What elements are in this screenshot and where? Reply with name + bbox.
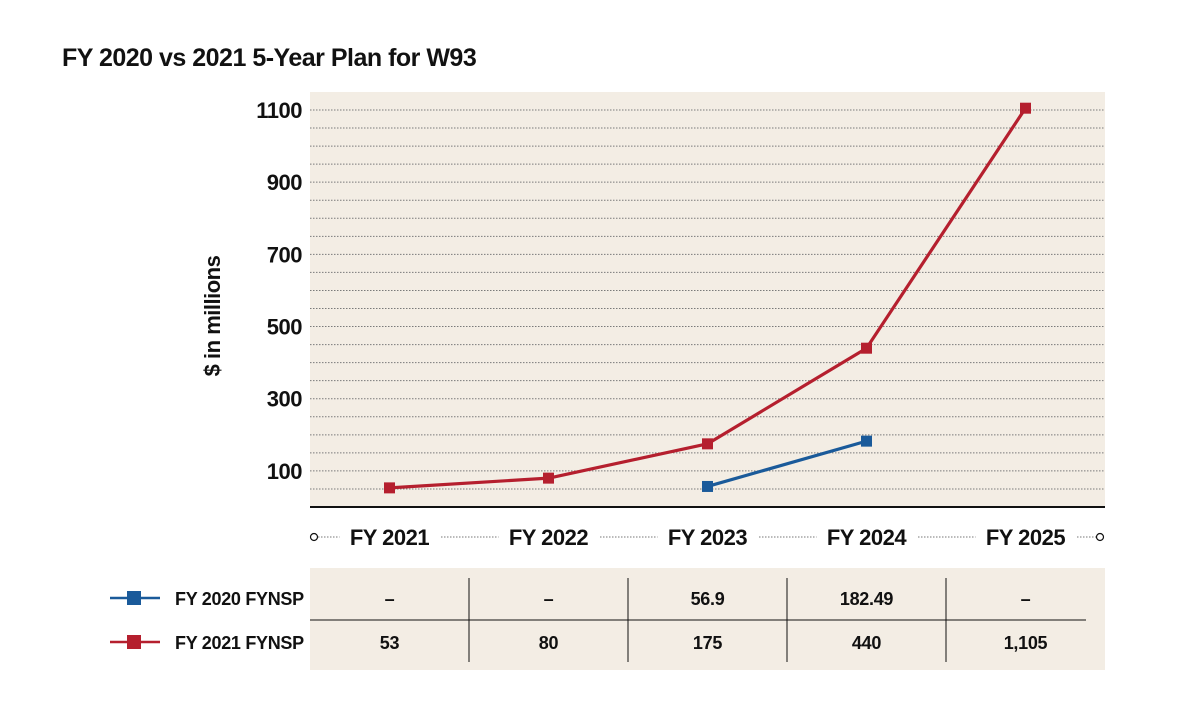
category-label: FY 2021 [350, 525, 430, 550]
data-point [1020, 102, 1031, 114]
chart-title: FY 2020 vs 2021 5-Year Plan for W93 [62, 44, 477, 72]
table-cell-value: – [544, 589, 554, 609]
legend-label: FY 2020 FYNSP [175, 589, 304, 609]
legend-label: FY 2021 FYNSP [175, 633, 304, 653]
category-label: FY 2022 [509, 525, 589, 550]
data-table-background [310, 568, 1105, 670]
data-point [384, 482, 395, 494]
legend-marker [127, 591, 141, 605]
category-label: FY 2025 [986, 525, 1066, 550]
table-cell-value: 1,105 [1004, 633, 1048, 653]
y-tick-label: 500 [267, 315, 302, 340]
table-cell-value: 175 [693, 633, 722, 653]
axis-end-marker [309, 532, 319, 542]
series-2 [384, 102, 1031, 494]
legend-marker [127, 635, 141, 649]
table-cell-value: 53 [380, 633, 400, 653]
category-label-backing [816, 521, 917, 553]
table-cell-value: 440 [852, 633, 881, 653]
y-tick-label: 300 [267, 387, 302, 412]
axis-end-marker [1095, 532, 1105, 542]
table-cell-value: 182.49 [840, 589, 894, 609]
category-label: FY 2023 [668, 525, 748, 550]
series-1 [702, 435, 872, 492]
y-tick-label: 1100 [256, 98, 302, 123]
category-label-backing [498, 521, 599, 553]
y-tick-label: 700 [267, 242, 302, 267]
category-label: FY 2024 [827, 525, 908, 550]
table-cell-value: – [1021, 589, 1031, 609]
category-label-backing [657, 521, 758, 553]
y-tick-label: 900 [267, 170, 302, 195]
data-point [543, 472, 554, 484]
data-point [702, 480, 713, 492]
y-tick-label: 100 [267, 459, 302, 484]
data-point [702, 438, 713, 450]
table-cell-value: – [385, 589, 395, 609]
plot-background [310, 92, 1105, 507]
category-label-backing [975, 521, 1076, 553]
table-cell-value: 56.9 [691, 589, 725, 609]
data-point [861, 435, 872, 447]
data-point [861, 342, 872, 354]
category-label-backing [339, 521, 440, 553]
table-cell-value: 80 [539, 633, 559, 653]
series-line [707, 439, 867, 489]
